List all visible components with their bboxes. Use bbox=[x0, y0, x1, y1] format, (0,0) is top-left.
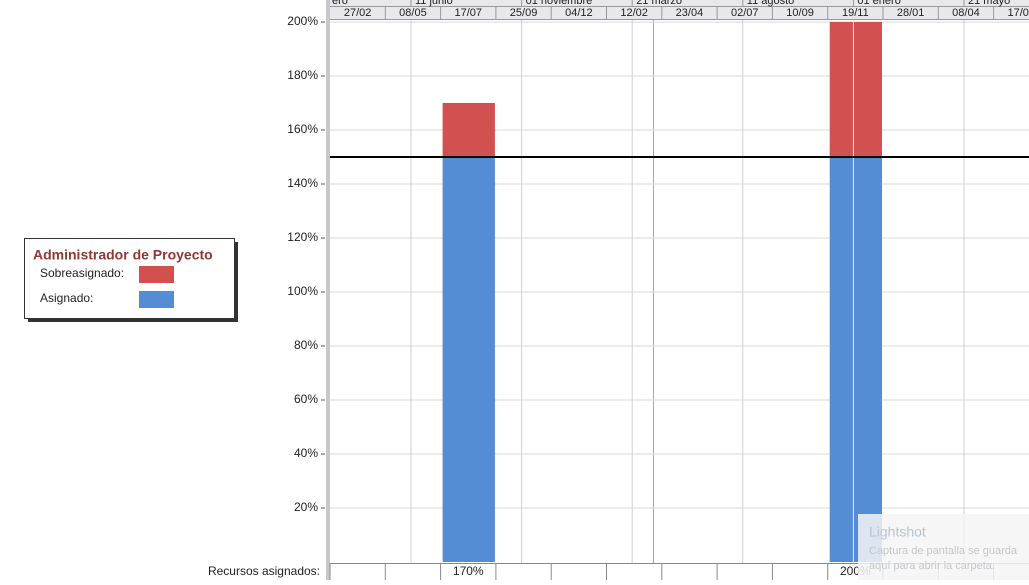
timescale-major-label: 21 marzo bbox=[636, 0, 682, 7]
legend-label: Sobreasignado: bbox=[40, 266, 124, 280]
watermark-line: Captura de pantalla se guarda bbox=[869, 545, 1018, 557]
watermark-title: Lightshot bbox=[869, 524, 926, 540]
timescale-label: 17/07 bbox=[454, 7, 482, 19]
timescale bbox=[330, 0, 1029, 20]
y-tick-label: 140% bbox=[287, 176, 318, 190]
legend-label: Asignado: bbox=[40, 291, 93, 305]
timescale-major-label: 01 noviembre bbox=[526, 0, 593, 7]
splitter bbox=[326, 0, 330, 580]
legend-swatch bbox=[139, 291, 174, 308]
y-tick-label: 120% bbox=[287, 230, 318, 244]
timescale-label: 10/09 bbox=[786, 7, 814, 19]
bar-segment bbox=[829, 157, 882, 562]
watermark-line: aquí para abrir la carpeta. bbox=[869, 560, 995, 572]
watermark-box bbox=[858, 514, 1029, 580]
timescale-label: 27/02 bbox=[344, 7, 372, 19]
timescale-label: 19/11 bbox=[842, 7, 869, 19]
timescale-label: 08/04 bbox=[952, 7, 980, 19]
y-tick-label: 20% bbox=[294, 500, 318, 514]
legend: Administrador de Proyecto bbox=[24, 238, 238, 322]
timescale-label: 08/05 bbox=[399, 7, 427, 19]
legend-title: Administrador de Proyecto bbox=[33, 247, 213, 263]
bar-segment bbox=[442, 157, 495, 562]
bar-segment bbox=[442, 103, 495, 157]
timescale-label: 23/04 bbox=[676, 7, 704, 19]
timescale-major-label: 21 mayo bbox=[968, 0, 1010, 7]
timescale-label: 17/06 bbox=[1007, 7, 1029, 19]
timescale-major-label: 11 agosto bbox=[747, 0, 795, 7]
timescale-major-label: 01 enero bbox=[857, 0, 900, 7]
y-tick-label: 60% bbox=[294, 392, 318, 406]
timescale-label: 02/07 bbox=[731, 7, 759, 19]
timescale-label: 12/02 bbox=[620, 7, 648, 19]
timescale-major-label: 11 junio bbox=[415, 0, 453, 7]
timescale-label: 04/12 bbox=[565, 7, 593, 19]
y-tick-label: 160% bbox=[287, 122, 318, 136]
y-tick-label: 180% bbox=[287, 68, 318, 82]
timescale-label: 25/09 bbox=[510, 7, 538, 19]
y-tick-label: 100% bbox=[287, 284, 318, 298]
y-tick-label: 40% bbox=[294, 446, 318, 460]
timescale-label: 28/01 bbox=[897, 7, 925, 19]
legend-swatch bbox=[139, 266, 174, 283]
bar-segment bbox=[829, 22, 882, 157]
legend-box bbox=[24, 238, 235, 319]
y-tick-label: 200% bbox=[287, 14, 318, 28]
y-tick-label: 80% bbox=[294, 338, 318, 352]
timescale-major-label: ero bbox=[332, 0, 348, 7]
row-label: Recursos asignados: bbox=[208, 564, 320, 578]
row-value: 170% bbox=[453, 564, 484, 578]
